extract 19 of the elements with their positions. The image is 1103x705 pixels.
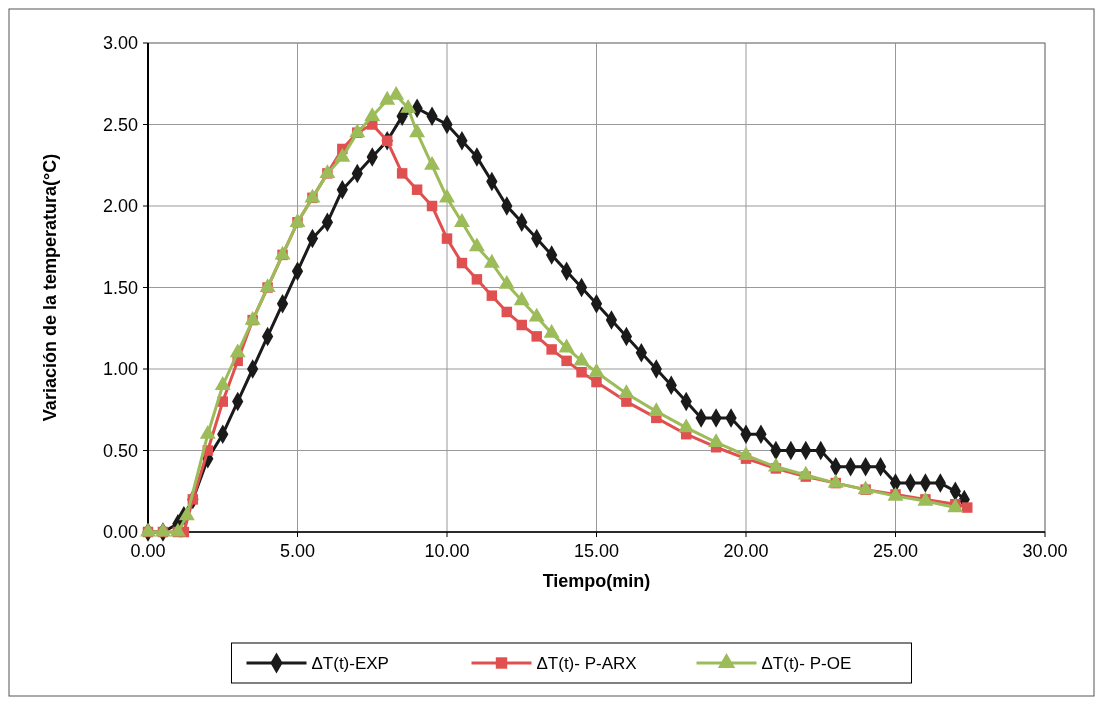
legend-label: ΔT(t)- P-OE	[761, 653, 852, 673]
y-tick-label: 0.00	[102, 522, 138, 543]
x-tick-label: 10.00	[424, 541, 470, 561]
y-tick-label: 3.00	[102, 33, 138, 54]
x-axis-title: Tiempo(min)	[542, 571, 651, 591]
y-tick-label: 0.50	[102, 440, 138, 461]
x-tick-label: 0.00	[130, 541, 166, 561]
y-tick-label: 2.50	[102, 114, 138, 135]
x-tick-label: 20.00	[723, 541, 769, 561]
y-tick-label: 1.00	[102, 359, 138, 380]
y-tick-label: 2.00	[102, 196, 138, 217]
x-tick-label: 15.00	[573, 541, 620, 561]
legend-label: ΔT(t)-EXP	[311, 653, 389, 673]
x-tick-label: 5.00	[279, 541, 316, 561]
x-tick-label: 25.00	[872, 541, 919, 561]
x-tick-label: 30.00	[1022, 541, 1068, 561]
y-tick-label: 1.50	[102, 277, 138, 298]
y-axis-title: Variación de la temperatura(°C)	[40, 153, 60, 422]
legend-label: ΔT(t)- P-ARX	[536, 653, 637, 673]
